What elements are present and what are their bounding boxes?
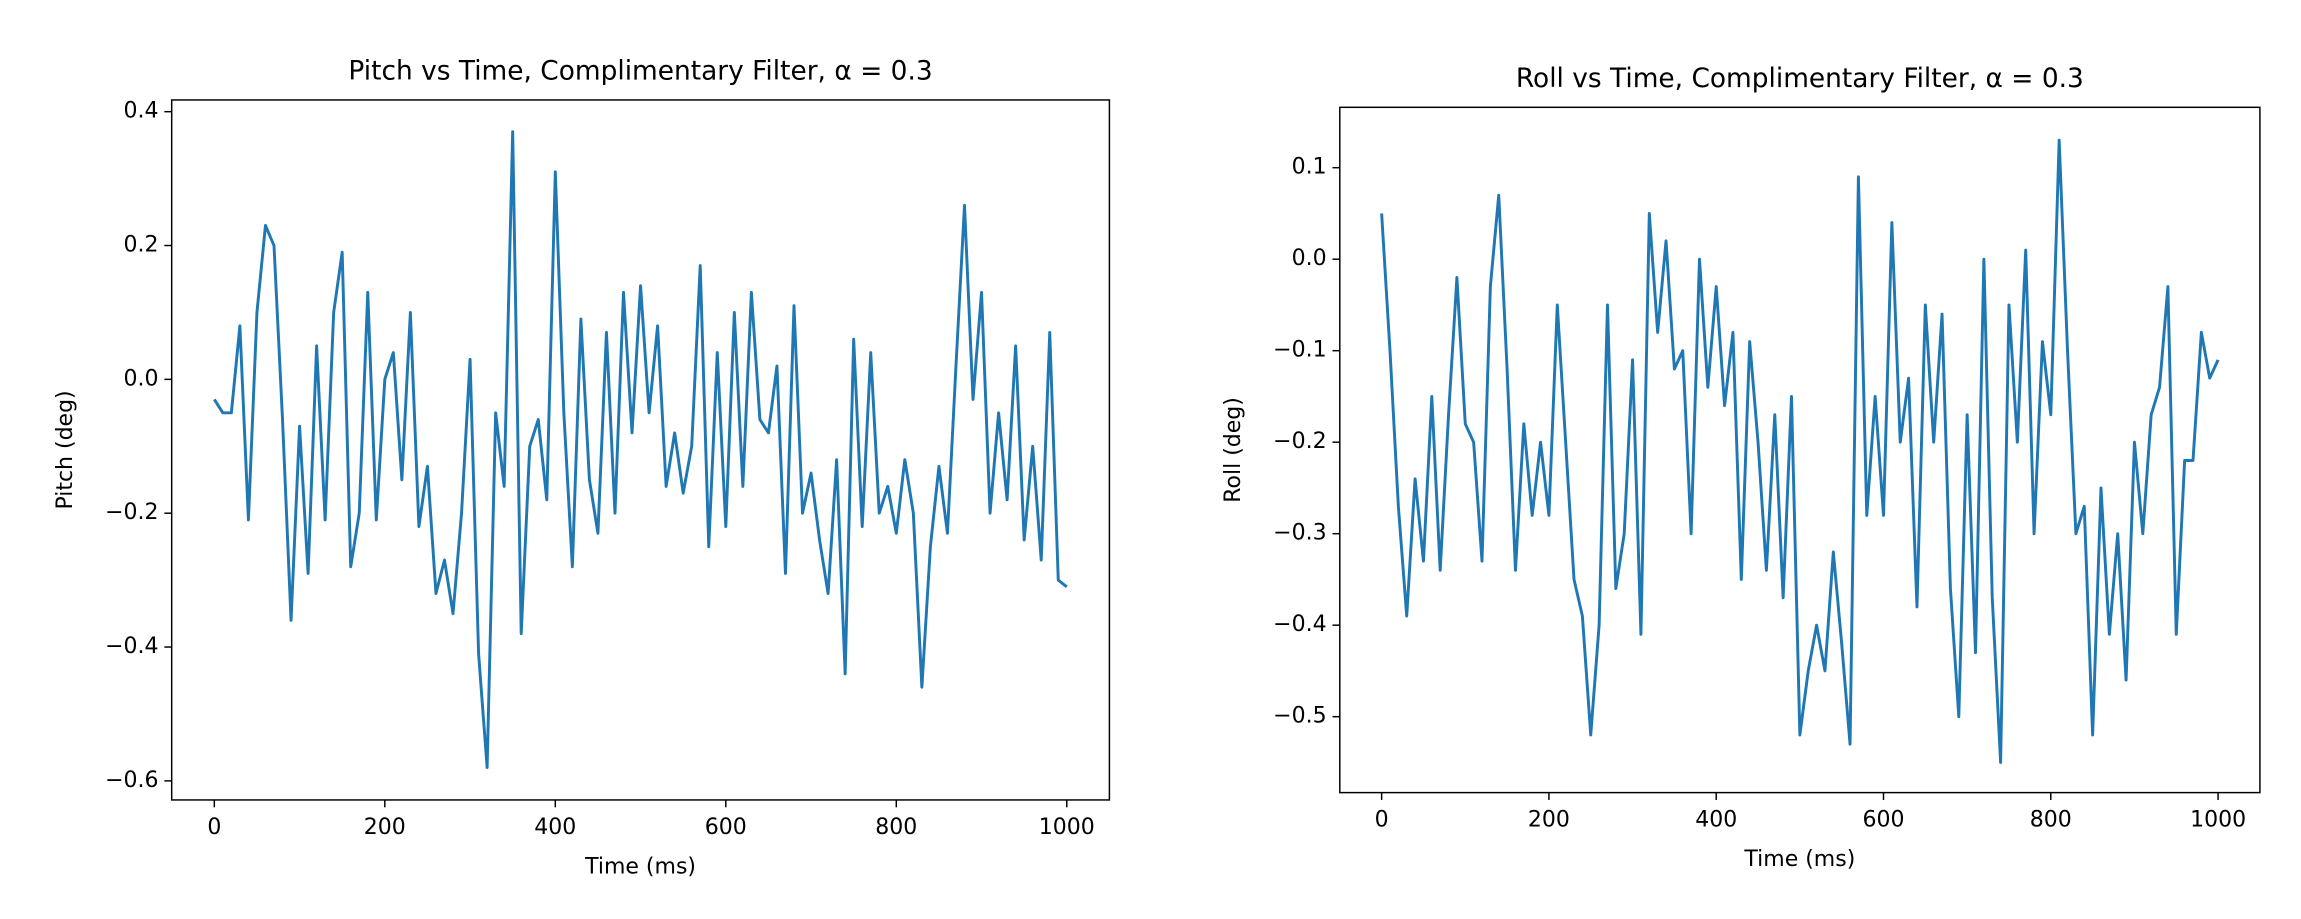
y-tick-label: 0.1 xyxy=(1292,155,1327,180)
y-axis-label: Roll (deg) xyxy=(1221,397,1246,503)
x-tick-label: 0 xyxy=(1375,807,1389,832)
chart: Roll vs Time, Complimentary Filter, α = … xyxy=(1221,63,2261,872)
x-tick-label: 400 xyxy=(534,815,576,840)
y-tick-label: −0.2 xyxy=(105,500,158,525)
y-tick-label: −0.6 xyxy=(105,768,158,793)
y-tick-label: −0.4 xyxy=(105,634,158,659)
axes-frame xyxy=(1339,106,2261,794)
y-tick-label: 0.0 xyxy=(123,366,158,391)
y-tick-label: −0.2 xyxy=(1273,429,1326,454)
x-tick-label: 200 xyxy=(364,815,406,840)
y-tick-label: −0.4 xyxy=(1273,612,1326,637)
x-tick-label: 600 xyxy=(705,815,747,840)
x-axis-label: Time (ms) xyxy=(584,854,696,879)
x-tick-label: 600 xyxy=(1863,807,1905,832)
y-axis-label: Pitch (deg) xyxy=(53,390,78,509)
x-tick-label: 400 xyxy=(1695,807,1737,832)
x-tick-label: 800 xyxy=(875,815,917,840)
chart-title: Roll vs Time, Complimentary Filter, α = … xyxy=(1516,63,2084,94)
y-tick-label: 0.4 xyxy=(123,99,158,124)
chart-title: Pitch vs Time, Complimentary Filter, α =… xyxy=(348,56,932,87)
x-tick-label: 1000 xyxy=(2190,807,2246,832)
x-axis-label: Time (ms) xyxy=(1743,847,1855,872)
x-tick-label: 200 xyxy=(1528,807,1570,832)
x-tick-label: 0 xyxy=(207,815,221,840)
y-tick-label: −0.1 xyxy=(1273,338,1326,363)
data-line xyxy=(213,130,1068,769)
data-line xyxy=(1380,138,2220,764)
y-tick-label: 0.0 xyxy=(1292,246,1327,271)
y-tick-label: −0.5 xyxy=(1273,704,1326,729)
y-tick-label: 0.2 xyxy=(123,233,158,258)
x-tick-label: 1000 xyxy=(1039,815,1095,840)
y-tick-label: −0.3 xyxy=(1273,521,1326,546)
chart: Pitch vs Time, Complimentary Filter, α =… xyxy=(53,56,1111,879)
x-tick-label: 800 xyxy=(2030,807,2072,832)
axes-frame xyxy=(170,99,1111,801)
